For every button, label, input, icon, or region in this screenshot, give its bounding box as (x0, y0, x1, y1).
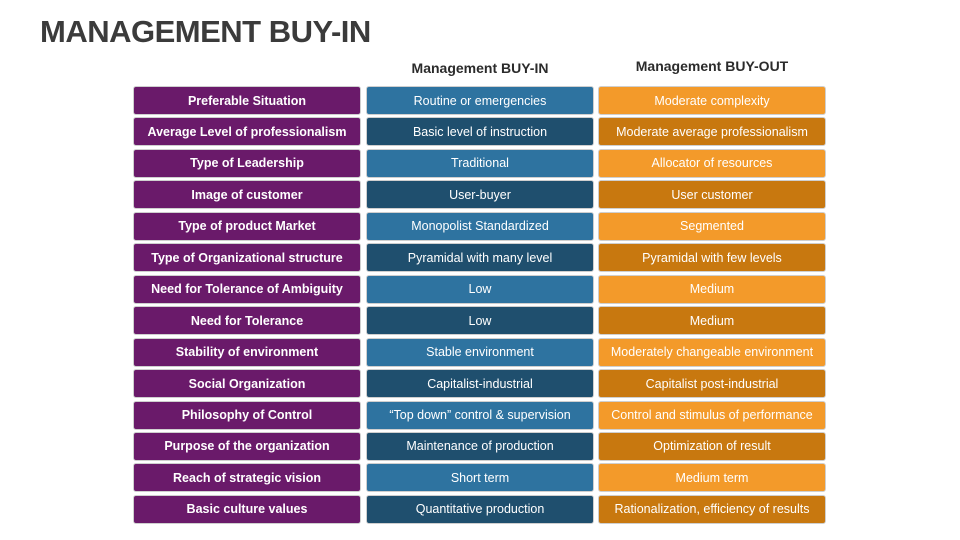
table-cell: Allocator of resources (598, 148, 826, 178)
table-cell: Basic level of instruction (366, 117, 594, 147)
column-header: Management BUY-IN (411, 60, 549, 76)
table-cell: Low (366, 306, 594, 336)
column-header: Management BUY-OUT (635, 58, 789, 74)
table-cell: Quantitative production (366, 494, 594, 524)
table-cell: Moderately changeable environment (598, 337, 826, 367)
table-cell: User customer (598, 180, 826, 210)
table-cell: Short term (366, 463, 594, 493)
row-label: Need for Tolerance (133, 306, 361, 336)
row-label: Need for Tolerance of Ambiguity (133, 274, 361, 304)
row-label: Purpose of the organization (133, 431, 361, 461)
table-cell: Stable environment (366, 337, 594, 367)
table-cell: Pyramidal with few levels (598, 243, 826, 273)
table-cell: Monopolist Standardized (366, 211, 594, 241)
slide-title: MANAGEMENT BUY-IN (40, 14, 371, 49)
row-label: Reach of strategic vision (133, 463, 361, 493)
table-cell: Capitalist post-industrial (598, 369, 826, 399)
table-cell: Medium (598, 306, 826, 336)
row-label: Social Organization (133, 369, 361, 399)
table-cell: Low (366, 274, 594, 304)
table-cell: Traditional (366, 148, 594, 178)
row-label: Type of Leadership (133, 148, 361, 178)
table-cell: Moderate complexity (598, 86, 826, 115)
table-cell: Capitalist-industrial (366, 369, 594, 399)
table-cell: Control and stimulus of performance (598, 400, 826, 430)
row-label: Philosophy of Control (133, 400, 361, 430)
table-cell: Maintenance of production (366, 431, 594, 461)
row-label: Image of customer (133, 180, 361, 210)
table-cell: “Top down” control & supervision (366, 400, 594, 430)
table-cell: Rationalization, efficiency of results (598, 494, 826, 524)
row-label: Basic culture values (133, 494, 361, 524)
row-label: Stability of environment (133, 337, 361, 367)
table-cell: Medium (598, 274, 826, 304)
table-cell: Medium term (598, 463, 826, 493)
table-cell: Optimization of result (598, 431, 826, 461)
table-cell: Segmented (598, 211, 826, 241)
row-label: Type of Organizational structure (133, 243, 361, 273)
row-label: Preferable Situation (133, 86, 361, 115)
row-label: Average Level of professionalism (133, 117, 361, 147)
row-label: Type of product Market (133, 211, 361, 241)
table-cell: Routine or emergencies (366, 86, 594, 115)
table-cell: Moderate average professionalism (598, 117, 826, 147)
table-cell: User-buyer (366, 180, 594, 210)
table-cell: Pyramidal with many level (366, 243, 594, 273)
